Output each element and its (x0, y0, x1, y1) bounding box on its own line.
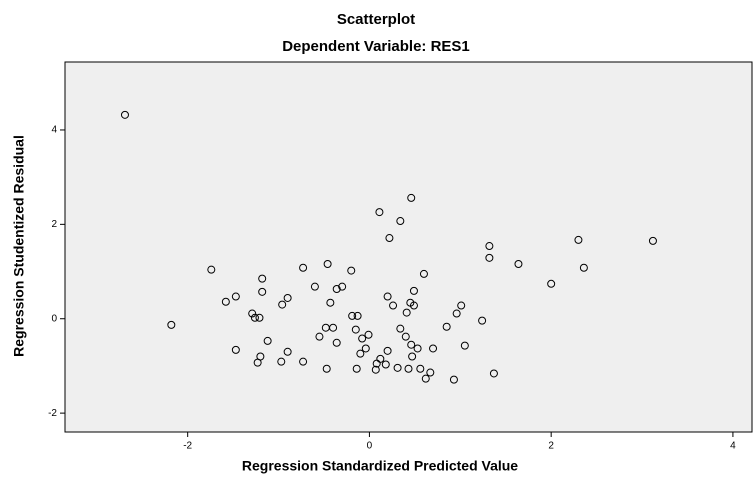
page: {"chart_data": { "type": "scatter", "tit… (0, 0, 753, 477)
y-tick-label: 0 (51, 313, 57, 324)
y-tick-label: -2 (48, 408, 57, 419)
x-tick-label: -2 (183, 441, 192, 452)
chart-title: Scatterplot (337, 11, 415, 28)
chart-subtitle: Dependent Variable: RES1 (282, 38, 470, 55)
y-tick-label: 4 (51, 125, 57, 136)
y-tick-label: 2 (51, 219, 57, 230)
x-tick-label: 2 (548, 441, 554, 452)
plot-area (65, 62, 752, 432)
x-tick-label: 0 (367, 441, 373, 452)
y-axis-label: Regression Studentized Residual (11, 135, 27, 357)
x-tick-label: 4 (730, 441, 736, 452)
x-axis-label: Regression Standardized Predicted Value (242, 458, 518, 474)
chart: Scatterplot Dependent Variable: RES1 Reg… (0, 0, 753, 477)
